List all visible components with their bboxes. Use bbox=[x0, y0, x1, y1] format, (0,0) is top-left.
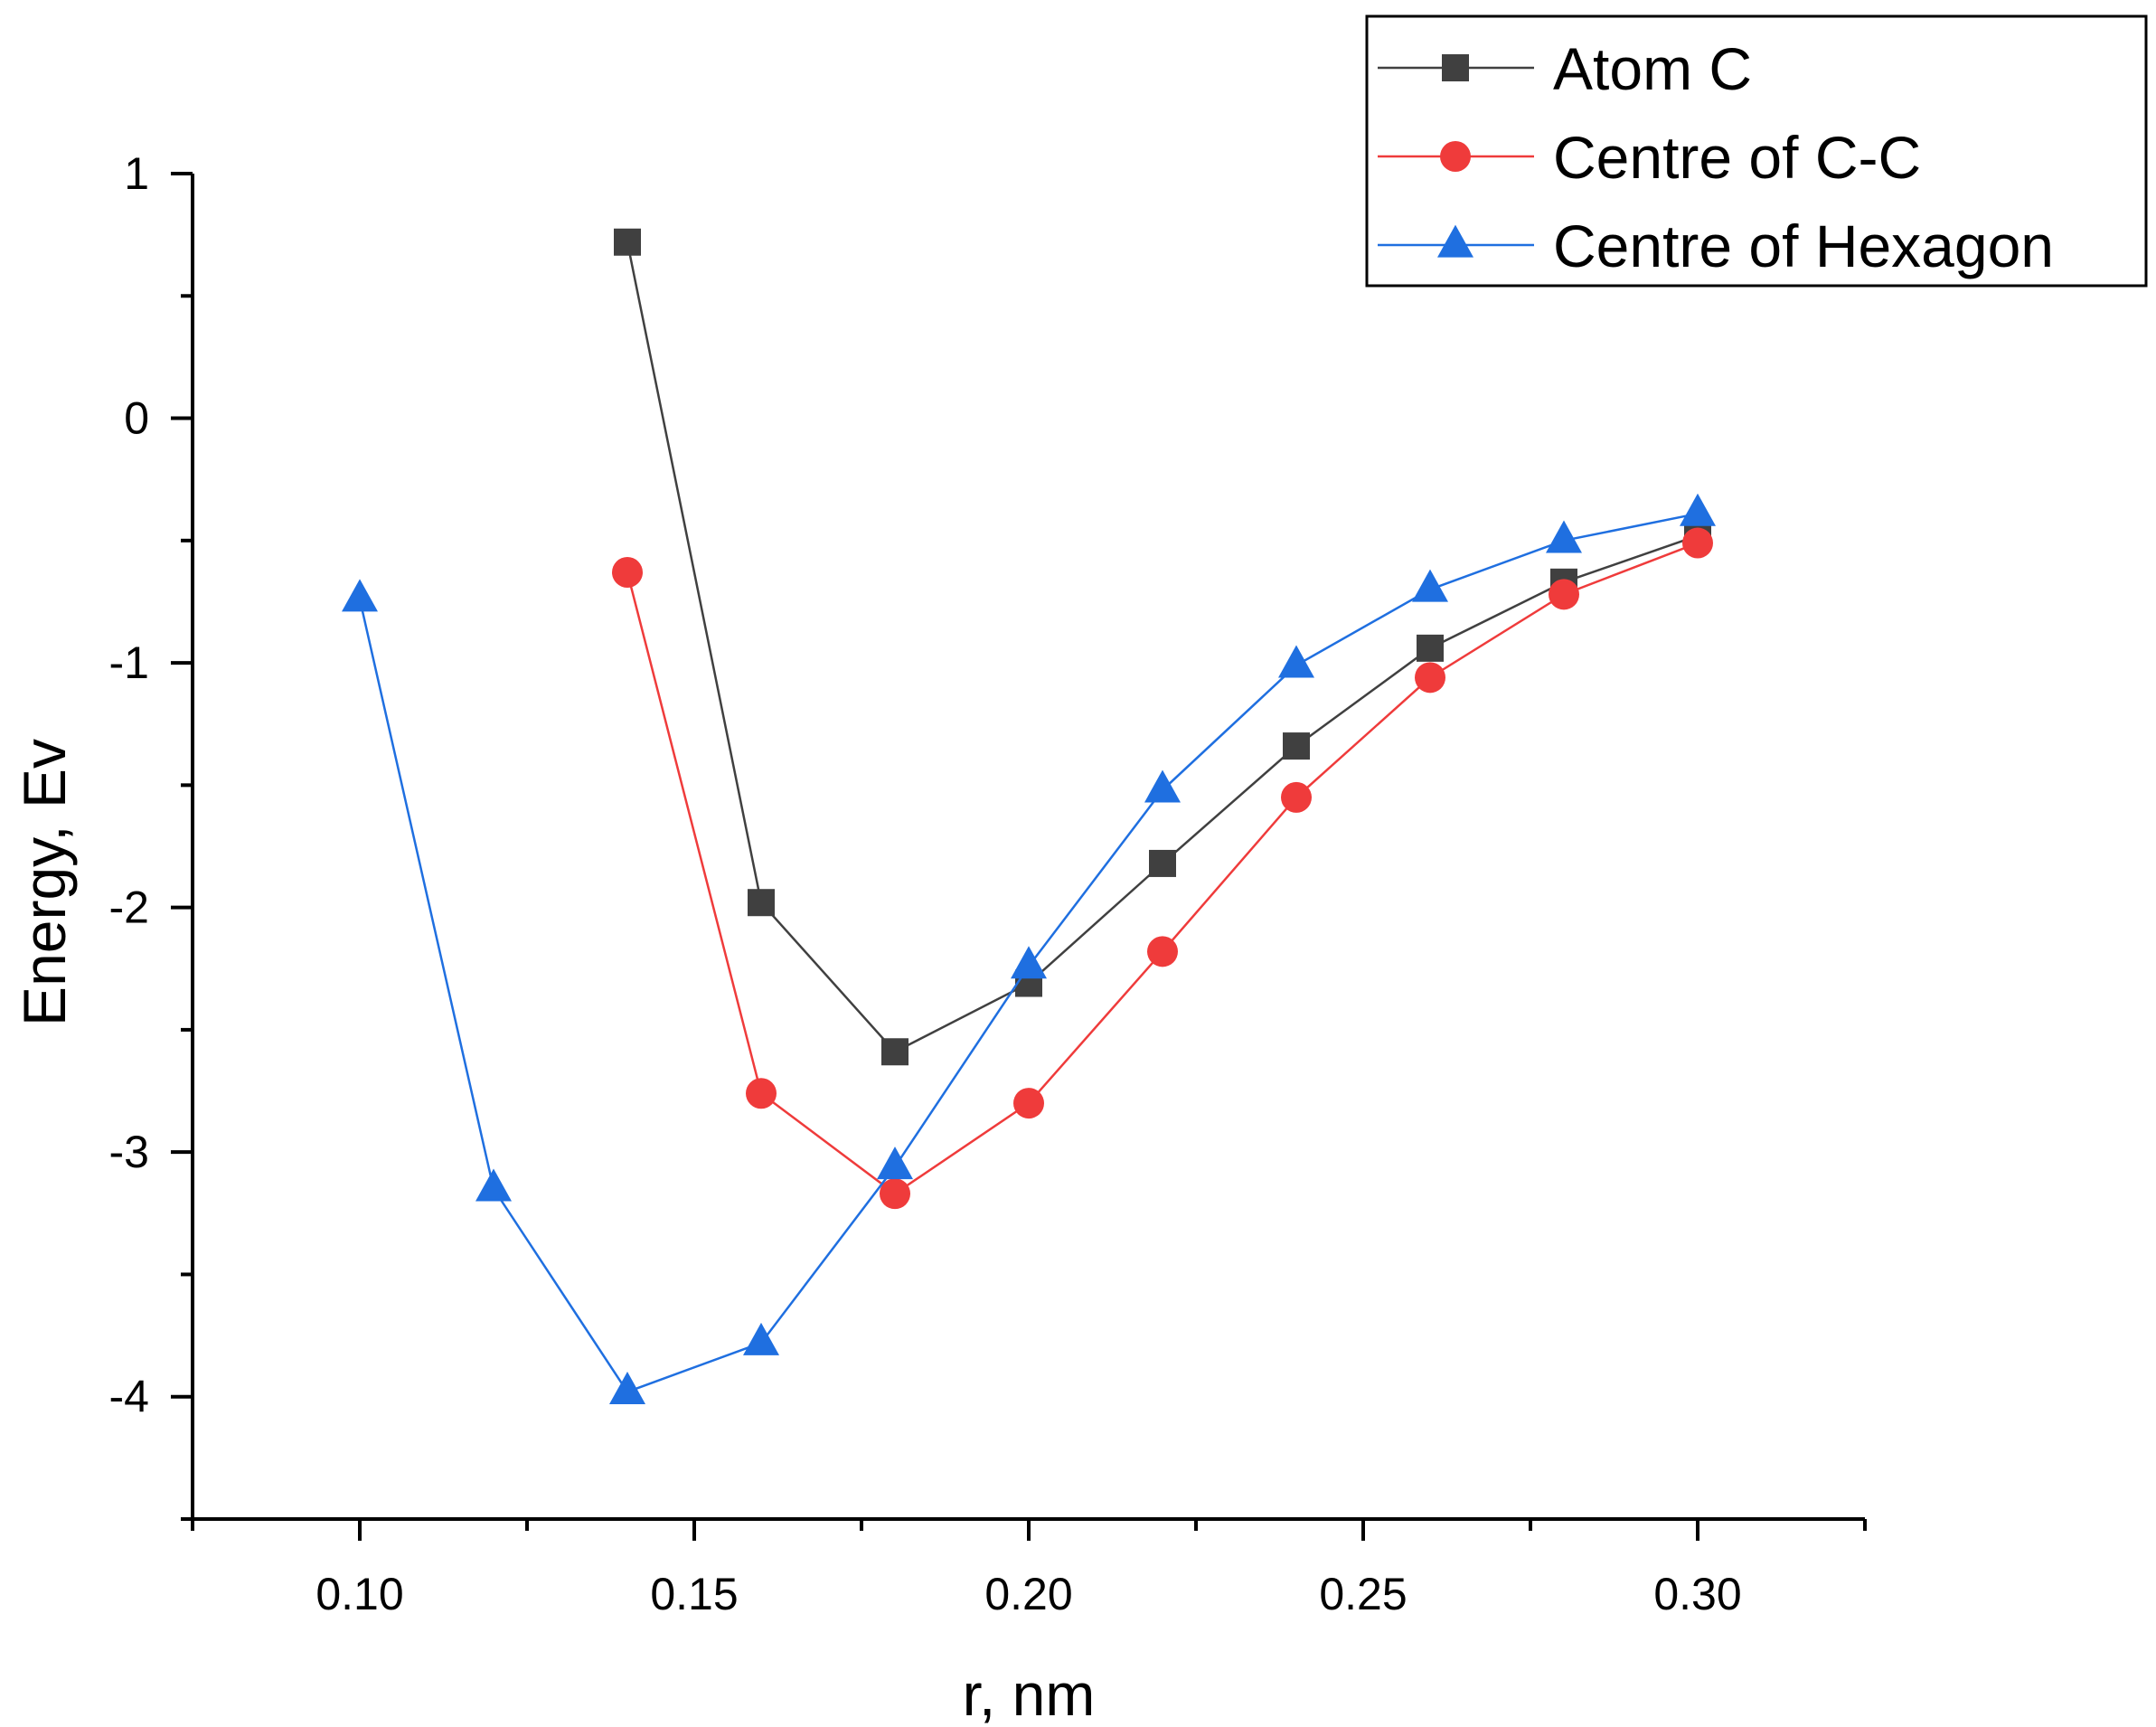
data-point bbox=[746, 1078, 777, 1109]
data-point bbox=[1546, 520, 1582, 553]
x-tick-label: 0.30 bbox=[1653, 1569, 1741, 1619]
y-tick-label: 1 bbox=[124, 148, 149, 199]
y-axis-title: Energy, Ev bbox=[11, 739, 78, 1026]
legend-item: Atom C bbox=[1378, 35, 1752, 102]
data-point bbox=[1412, 569, 1448, 602]
data-point bbox=[1549, 579, 1579, 610]
data-point bbox=[1682, 527, 1713, 559]
x-tick-label: 0.15 bbox=[650, 1569, 738, 1619]
y-tick-label: -1 bbox=[109, 637, 149, 688]
x-tick-label: 0.25 bbox=[1319, 1569, 1407, 1619]
legend-marker bbox=[1437, 224, 1473, 258]
data-point bbox=[743, 1322, 779, 1355]
data-point bbox=[609, 1371, 645, 1404]
series-centre-of-hexagon bbox=[342, 493, 1716, 1404]
series-line bbox=[626, 241, 1699, 1053]
data-point bbox=[1680, 493, 1716, 526]
legend-item: Centre of C-C bbox=[1378, 124, 1921, 191]
series-centre-of-c-c bbox=[612, 527, 1713, 1210]
data-point bbox=[612, 556, 643, 588]
legend: Atom C Centre of C-C Centre of Hexagon bbox=[1365, 14, 2148, 288]
axes: 0.10 0.15 0.20 0.25 0.30 1 0 -1 -2 -3 -4 bbox=[109, 148, 1867, 1619]
y-tick-label: -4 bbox=[109, 1372, 149, 1422]
data-point bbox=[1278, 645, 1314, 678]
x-tick-label: 0.20 bbox=[984, 1569, 1072, 1619]
data-point bbox=[1283, 732, 1310, 760]
legend-marker bbox=[1440, 141, 1471, 172]
legend-box bbox=[1365, 14, 2148, 288]
series-layer bbox=[342, 228, 1716, 1404]
data-point bbox=[748, 889, 775, 917]
data-point bbox=[1281, 781, 1312, 813]
legend-label: Centre of C-C bbox=[1553, 124, 1921, 191]
data-point bbox=[1144, 769, 1181, 803]
data-point bbox=[1415, 662, 1445, 694]
legend-label: Centre of Hexagon bbox=[1553, 212, 2054, 279]
data-point bbox=[342, 579, 378, 612]
data-point bbox=[614, 228, 641, 256]
data-point bbox=[1149, 849, 1176, 877]
data-point bbox=[881, 1038, 909, 1066]
data-point bbox=[475, 1168, 512, 1202]
y-tick-label: -3 bbox=[109, 1127, 149, 1177]
y-tick-label: -2 bbox=[109, 882, 149, 933]
data-point bbox=[1011, 946, 1047, 979]
data-point bbox=[1417, 634, 1444, 662]
data-point bbox=[880, 1178, 910, 1210]
legend-item: Centre of Hexagon bbox=[1378, 212, 2054, 279]
x-axis-title: r, nm bbox=[963, 1661, 1096, 1727]
data-point bbox=[1147, 936, 1178, 967]
data-point bbox=[1013, 1088, 1044, 1119]
x-tick-label: 0.10 bbox=[315, 1569, 403, 1619]
y-tick-label: 0 bbox=[124, 393, 149, 444]
data-point bbox=[877, 1147, 913, 1180]
legend-marker bbox=[1442, 54, 1469, 81]
legend-label: Atom C bbox=[1553, 35, 1752, 102]
